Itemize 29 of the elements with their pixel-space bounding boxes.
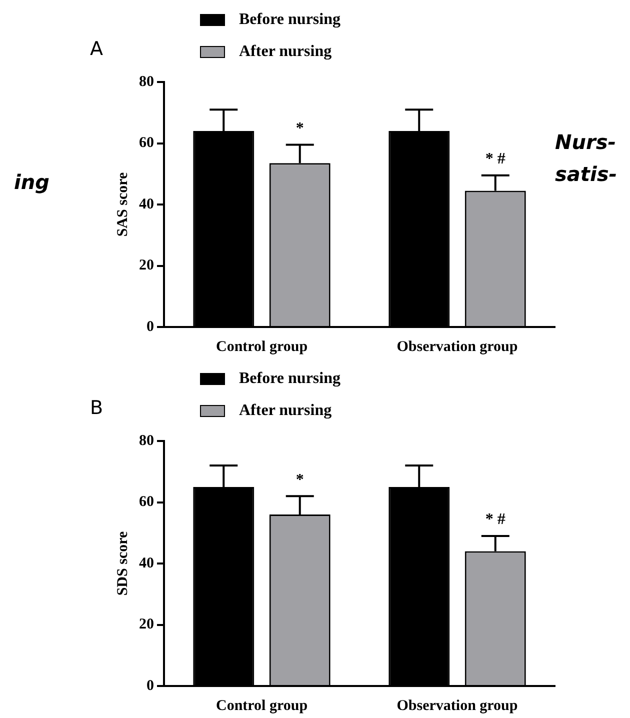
y-tick-label: 20: [139, 616, 154, 633]
y-tick-label: 60: [139, 135, 154, 152]
annotation: * #: [485, 150, 506, 168]
y-tick-label: 0: [146, 318, 154, 335]
y-tick-label: 40: [139, 196, 154, 212]
y-tick-label: 40: [139, 555, 154, 572]
x-tick-label: Observation group: [396, 698, 518, 714]
annotation: Nurs-: [555, 130, 616, 154]
legend-label: Before nursing: [239, 370, 340, 388]
legend-label: After nursing: [239, 402, 332, 420]
chart-title: B: [90, 397, 104, 419]
x-tick-label: Control group: [216, 338, 308, 355]
annotation: *: [296, 120, 304, 137]
y-axis-title: SAS score: [114, 172, 131, 237]
y-tick-label: 80: [139, 432, 154, 449]
annotation: *: [296, 471, 304, 488]
annotation: satis-: [555, 162, 618, 186]
legend-label: After nursing: [239, 43, 332, 61]
chart-title: A: [90, 38, 103, 60]
legend-label: Before nursing: [239, 11, 340, 29]
y-tick-label: 20: [139, 258, 154, 274]
y-tick-label: 60: [139, 494, 154, 510]
annotation: * #: [485, 511, 506, 528]
y-tick-label: 0: [146, 678, 154, 694]
y-tick-label: 80: [139, 74, 154, 90]
text: ing: [14, 170, 50, 194]
x-tick-label: Control group: [216, 698, 308, 714]
y-axis-title: SDS score: [114, 531, 131, 596]
x-tick-label: Observation group: [396, 338, 518, 355]
